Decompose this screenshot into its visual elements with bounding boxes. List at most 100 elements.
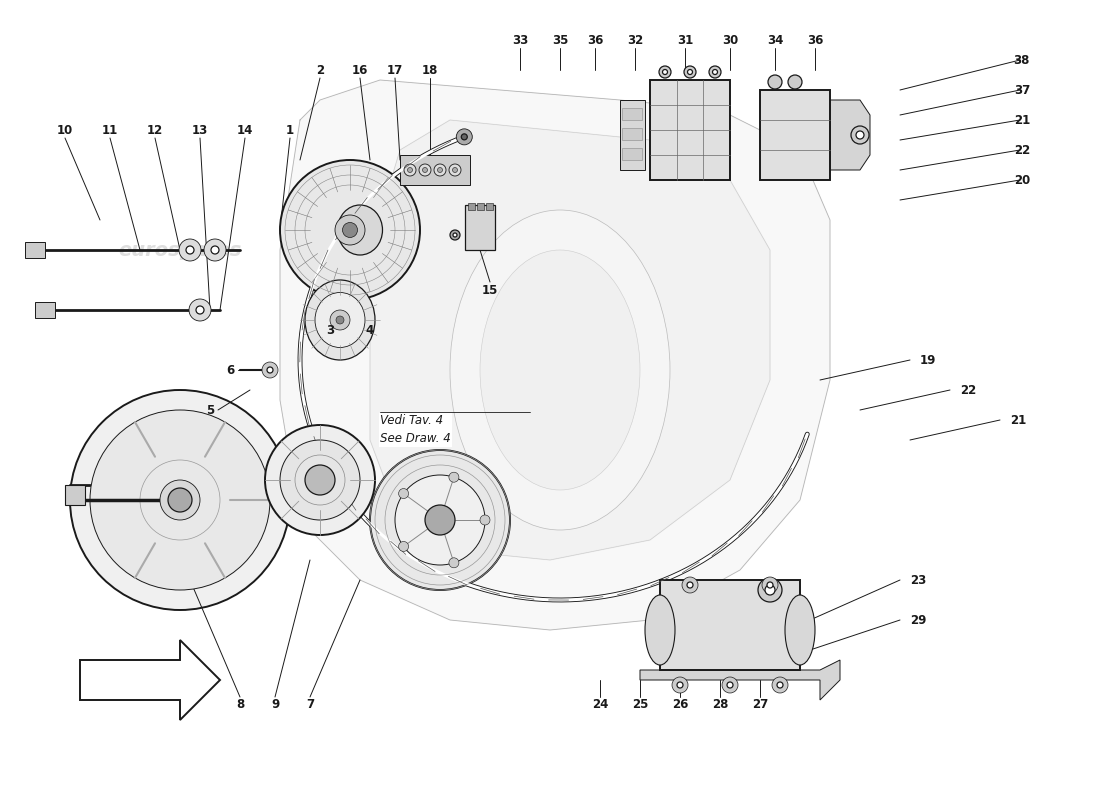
Circle shape [767,582,773,588]
Ellipse shape [450,210,670,530]
Ellipse shape [422,167,428,173]
Circle shape [659,66,671,78]
Ellipse shape [336,215,365,245]
Ellipse shape [395,475,485,565]
Bar [486,203,493,210]
Circle shape [425,505,455,535]
Bar [25,242,45,258]
Text: 23: 23 [910,574,926,586]
Ellipse shape [370,450,510,590]
Ellipse shape [265,425,375,535]
Bar [650,80,730,180]
Bar [468,203,475,210]
Text: 11: 11 [102,123,118,137]
Bar [35,302,55,318]
Text: eurospares: eurospares [658,630,782,650]
Text: 36: 36 [806,34,823,46]
Circle shape [856,131,864,139]
Polygon shape [370,120,770,560]
Bar [621,108,642,120]
Text: 4: 4 [366,323,374,337]
Ellipse shape [280,160,420,300]
Circle shape [480,515,490,525]
Circle shape [672,677,688,693]
Text: 12: 12 [147,123,163,137]
Polygon shape [280,80,830,630]
Circle shape [764,585,776,595]
Circle shape [398,542,408,551]
Ellipse shape [438,167,442,173]
Circle shape [398,489,408,498]
Text: 1: 1 [286,123,294,137]
Circle shape [682,577,698,593]
Circle shape [204,239,226,261]
Bar [760,90,830,180]
Text: 22: 22 [1014,143,1030,157]
Text: 17: 17 [387,63,403,77]
Text: 7: 7 [306,698,315,711]
Circle shape [788,75,802,89]
Ellipse shape [280,440,360,520]
Ellipse shape [449,164,461,176]
Text: 35: 35 [552,34,569,46]
Text: 22: 22 [960,383,977,397]
Ellipse shape [419,164,431,176]
Text: 27: 27 [752,698,768,711]
Circle shape [211,246,219,254]
Text: 15: 15 [482,283,498,297]
Circle shape [262,362,278,378]
Bar [621,148,642,160]
Ellipse shape [70,390,290,610]
Circle shape [758,578,782,602]
Text: 21: 21 [1010,414,1026,426]
Text: 10: 10 [57,123,73,137]
Bar [465,205,495,250]
Circle shape [710,66,720,78]
Circle shape [768,75,782,89]
Bar [621,128,642,140]
Text: Vedi Tav. 4
See Draw. 4: Vedi Tav. 4 See Draw. 4 [379,414,451,446]
Ellipse shape [330,310,350,330]
Text: 9: 9 [271,698,279,711]
Text: 32: 32 [627,34,644,46]
Circle shape [189,299,211,321]
Circle shape [450,230,460,240]
Text: 38: 38 [1013,54,1030,66]
Ellipse shape [645,595,675,665]
Circle shape [179,239,201,261]
Circle shape [676,682,683,688]
Ellipse shape [404,164,416,176]
Circle shape [777,682,783,688]
Bar [620,100,645,170]
Text: 18: 18 [421,63,438,77]
Circle shape [688,582,693,588]
Ellipse shape [407,167,412,173]
Bar [400,155,470,185]
Circle shape [305,465,336,495]
Circle shape [713,70,717,74]
Circle shape [851,126,869,144]
Text: 16: 16 [352,63,368,77]
Circle shape [727,682,733,688]
Bar [477,203,484,210]
Ellipse shape [315,293,365,347]
Circle shape [461,134,468,140]
Circle shape [684,66,696,78]
Circle shape [456,129,472,145]
Circle shape [449,472,459,482]
Text: 6: 6 [226,363,234,377]
Circle shape [662,70,668,74]
Polygon shape [830,100,870,170]
Ellipse shape [338,205,383,255]
Bar [660,580,800,670]
Text: 33: 33 [512,34,528,46]
Text: 3: 3 [326,323,334,337]
Ellipse shape [480,250,640,490]
Circle shape [772,677,788,693]
Text: 20: 20 [1014,174,1030,186]
Circle shape [168,488,192,512]
Ellipse shape [452,167,458,173]
Text: 14: 14 [236,123,253,137]
Circle shape [267,367,273,373]
Text: 13: 13 [191,123,208,137]
